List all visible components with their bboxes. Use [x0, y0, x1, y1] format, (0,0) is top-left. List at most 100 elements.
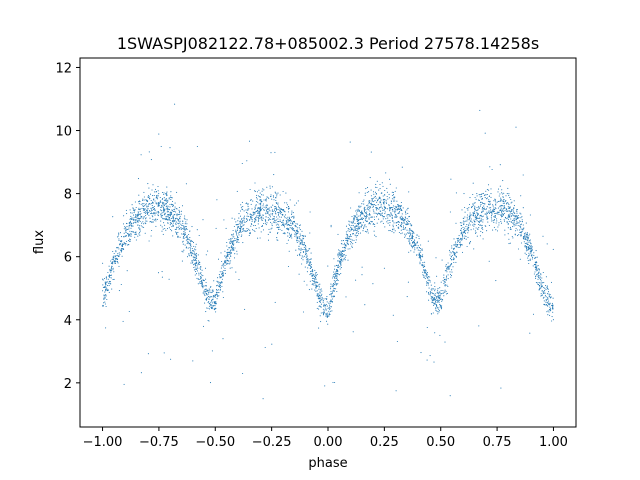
data-point [145, 214, 147, 217]
data-point [145, 220, 147, 222]
data-point [508, 214, 510, 217]
data-point [500, 218, 502, 221]
data-point [353, 218, 355, 220]
data-point [274, 151, 276, 153]
data-point [308, 289, 310, 291]
data-point [162, 206, 164, 208]
data-point [150, 212, 153, 214]
data-point [474, 230, 476, 232]
data-point [335, 272, 337, 274]
data-point [179, 210, 181, 212]
data-point [404, 236, 406, 238]
data-point [488, 224, 490, 227]
data-point [382, 195, 384, 197]
data-point [138, 194, 140, 196]
data-point [331, 277, 334, 279]
data-point [244, 308, 246, 310]
data-point [520, 213, 522, 215]
data-point [134, 216, 136, 219]
data-point [238, 279, 240, 281]
data-point [505, 200, 507, 202]
data-point [531, 258, 533, 260]
data-point [516, 221, 518, 223]
data-point [358, 192, 360, 194]
data-point [527, 238, 529, 240]
data-point [343, 259, 345, 261]
data-point [274, 218, 276, 220]
data-point [476, 220, 478, 222]
data-point [139, 210, 141, 212]
data-point [483, 202, 485, 205]
data-point [113, 271, 115, 273]
data-point [523, 238, 525, 240]
data-point [302, 235, 304, 237]
data-point [173, 214, 176, 216]
data-point [147, 208, 149, 210]
data-point [277, 213, 280, 215]
data-point [520, 228, 522, 230]
data-point [535, 265, 537, 267]
data-point [460, 239, 462, 241]
data-point [181, 260, 183, 262]
data-point [382, 201, 384, 203]
data-point [264, 222, 266, 224]
data-point [374, 191, 377, 193]
data-point [481, 198, 483, 200]
data-point [542, 235, 544, 237]
data-point [195, 271, 197, 273]
data-point [277, 221, 279, 223]
data-point [154, 188, 157, 190]
data-point [231, 234, 233, 236]
data-point [172, 215, 174, 217]
data-point [113, 278, 115, 280]
data-point [236, 224, 238, 226]
data-point [348, 220, 350, 222]
data-point [497, 191, 499, 193]
data-point [214, 305, 216, 307]
data-point [171, 230, 173, 232]
data-point [248, 208, 250, 210]
data-point [456, 244, 458, 246]
data-point [128, 226, 130, 228]
data-point [242, 217, 245, 219]
data-point [547, 302, 549, 304]
data-point [529, 248, 531, 250]
data-point [351, 227, 353, 229]
data-point [111, 258, 113, 260]
data-point [239, 230, 242, 232]
data-point [329, 304, 331, 306]
data-point [529, 254, 531, 256]
data-point [463, 220, 465, 222]
data-point [413, 232, 415, 234]
data-point [176, 227, 178, 229]
data-point [481, 196, 483, 198]
data-point [130, 232, 132, 234]
data-point [130, 212, 132, 214]
data-point [359, 226, 361, 228]
data-point [282, 220, 284, 222]
data-point [453, 243, 455, 245]
data-point [312, 273, 314, 275]
data-point [236, 235, 239, 237]
data-point [308, 259, 310, 261]
data-point [198, 262, 200, 264]
data-point [400, 222, 403, 224]
data-point [190, 241, 192, 243]
data-point [202, 325, 205, 327]
data-point [133, 219, 135, 221]
data-point [187, 238, 189, 240]
data-point [484, 194, 486, 196]
data-point [107, 278, 109, 280]
data-point [339, 268, 341, 270]
data-point [169, 224, 171, 226]
data-point [350, 229, 352, 231]
data-point [469, 241, 472, 243]
data-point [104, 281, 106, 283]
data-point [529, 239, 531, 241]
data-point [373, 216, 375, 218]
data-point [292, 220, 294, 223]
data-point [307, 264, 310, 266]
data-point [451, 254, 453, 256]
data-point [151, 205, 153, 207]
data-point [469, 218, 471, 220]
